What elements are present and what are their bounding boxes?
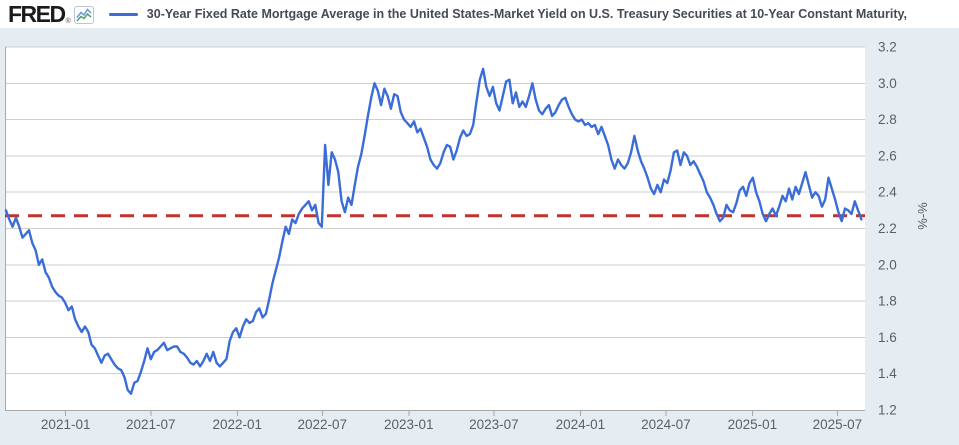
y-axis-tick-label: 1.8 <box>878 294 897 309</box>
y-axis-tick-label: 2.6 <box>878 148 897 163</box>
x-axis-tick-label: 2025-07 <box>813 417 863 432</box>
series-line-path <box>4 67 863 395</box>
x-axis-tick-label: 2025-01 <box>728 417 778 432</box>
y-axis-tick-label: 2.4 <box>878 185 897 200</box>
y-axis-tick-label: 2.0 <box>878 257 897 272</box>
y-axis-tick-label: 1.4 <box>878 366 897 381</box>
y-axis-tick-label: 1.6 <box>878 330 897 345</box>
x-axis-tick-label: 2022-01 <box>213 417 263 432</box>
x-axis-tick-label: 2024-01 <box>556 417 606 432</box>
y-axis-tick-label: 2.2 <box>878 221 897 236</box>
x-axis-tick-label: 2021-01 <box>41 417 91 432</box>
x-axis-tick-label: 2022-07 <box>298 417 348 432</box>
y-axis-tick-label: 3.0 <box>878 76 897 91</box>
x-axis-tick-label: 2021-07 <box>126 417 176 432</box>
y-axis-tick-label: 3.2 <box>878 40 897 55</box>
registered-trademark-icon: ® <box>65 17 71 25</box>
series-legend-line <box>108 12 138 16</box>
y-axis-tick-label: 2.8 <box>878 112 897 127</box>
y-axis-title: %-% <box>915 202 930 230</box>
fred-logo-text: FRED <box>8 0 66 27</box>
spread-line-chart[interactable]: 3.2 3.0 2.8 2.6 2.4 2.2 2.0 1.8 1.6 1.4 1.2 2021-01… <box>0 28 959 445</box>
chart-header: FRED ® 30-Year Fixed Rate Mortgage Averag… <box>0 0 959 28</box>
x-axis-tick-label: 2023-07 <box>469 417 519 432</box>
x-axis-tick-label: 2024-07 <box>641 417 691 432</box>
series-title: 30-Year Fixed Rate Mortgage Average in t… <box>146 7 907 21</box>
y-axis-tick-label: 1.2 <box>878 403 897 418</box>
fred-logo[interactable]: FRED ® <box>8 0 94 27</box>
x-axis-tick-label: 2023-01 <box>384 417 434 432</box>
fred-sparkline-icon <box>73 5 94 24</box>
